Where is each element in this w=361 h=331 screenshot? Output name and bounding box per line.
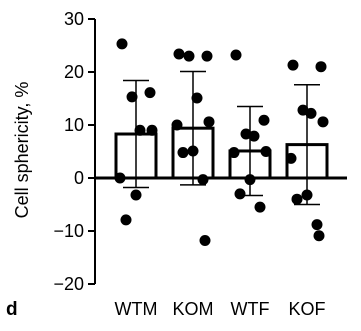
data-point-wtf (234, 188, 246, 200)
data-point-kom (177, 147, 189, 159)
data-point-kom (171, 119, 183, 131)
data-point-wtm (116, 38, 128, 50)
x-category-label: KOF (288, 299, 325, 319)
data-point-wtf (230, 49, 242, 61)
data-point-wtm (130, 189, 142, 201)
data-point-wtm (114, 172, 126, 184)
data-point-wtf (228, 147, 240, 159)
data-point-wtm (146, 124, 158, 136)
y-tick-label: 10 (64, 115, 84, 135)
data-point-kof (305, 107, 317, 119)
data-point-kom (201, 50, 213, 62)
y-tick-label: 20 (64, 62, 84, 82)
data-point-wtm (126, 91, 138, 103)
data-point-wtf (260, 146, 272, 157)
data-point-kom (197, 174, 209, 186)
y-tick-label: −20 (53, 274, 84, 294)
data-point-kof (287, 59, 299, 71)
data-point-kom (199, 235, 211, 247)
data-point-kof (285, 152, 297, 164)
data-point-wtm (134, 124, 146, 136)
panel-letter: d (6, 299, 18, 320)
x-category-label: WTF (231, 299, 270, 319)
data-point-wtm (144, 87, 156, 99)
data-point-kof (311, 219, 323, 231)
data-point-kof (315, 61, 327, 73)
data-point-kom (203, 116, 215, 128)
data-point-kof (317, 116, 329, 128)
x-category-label: KOM (172, 299, 213, 319)
data-point-wtf (248, 130, 260, 142)
data-point-wtm (120, 214, 132, 226)
y-tick-label: 30 (64, 9, 84, 29)
y-axis-title: Cell sphericity, % (12, 82, 32, 219)
data-point-wtf (254, 201, 266, 213)
data-point-kom (173, 48, 185, 60)
y-tick-label: −10 (53, 221, 84, 241)
data-point-kof (291, 193, 303, 205)
data-point-kom (183, 50, 195, 62)
data-point-kom (191, 92, 203, 104)
data-point-kof (313, 230, 325, 242)
x-category-label: WTM (115, 299, 158, 319)
y-tick-label: 0 (74, 168, 84, 188)
data-point-wtf (258, 114, 270, 126)
